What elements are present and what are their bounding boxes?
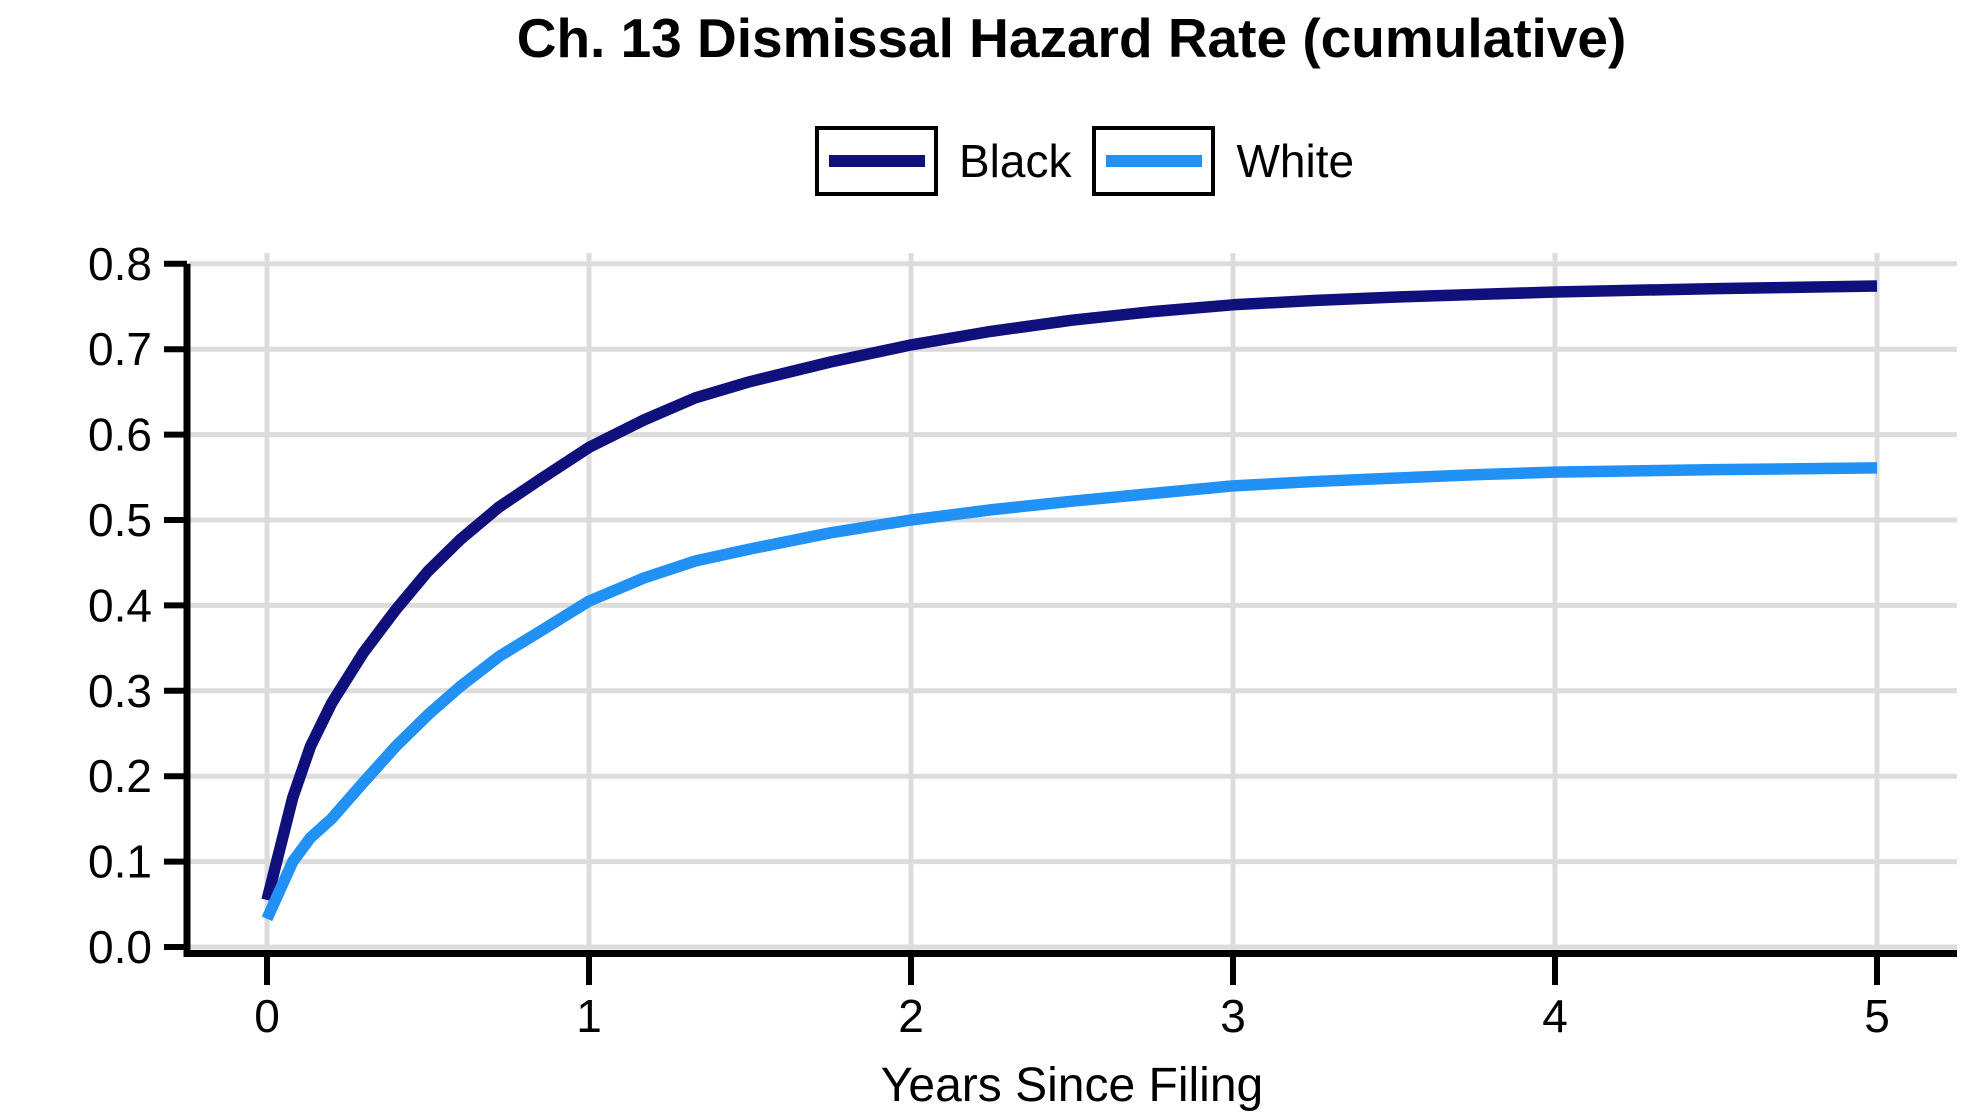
x-tick-label: 1 [576, 990, 602, 1042]
y-tick-label: 0.2 [88, 750, 152, 802]
legend-swatch-black [828, 155, 925, 167]
y-tick-label: 0.5 [88, 494, 152, 546]
x-axis-title: Years Since Filing [880, 1059, 1264, 1112]
x-tick-label: 2 [898, 990, 924, 1042]
series-line-white [261, 462, 1878, 922]
y-tick-label: 0.6 [88, 409, 152, 461]
chart-title: Ch. 13 Dismissal Hazard Rate (cumulative… [516, 7, 1627, 69]
y-tick-label: 0.3 [88, 665, 152, 717]
legend: Black White [815, 126, 1354, 196]
legend-key-white [1092, 126, 1216, 196]
y-tick-label: 0.1 [88, 836, 152, 888]
y-tick-label: 0.8 [88, 238, 152, 290]
x-tick-label: 0 [254, 990, 280, 1042]
legend-swatch-white [1105, 155, 1202, 167]
legend-key-black [815, 126, 938, 196]
y-tick-label: 0.4 [88, 579, 152, 631]
series-line-black [261, 280, 1878, 902]
legend-label-white: White [1236, 135, 1355, 187]
x-tick-label: 4 [1542, 990, 1568, 1042]
y-tick-label: 0.7 [88, 323, 152, 375]
legend-label-black: Black [959, 135, 1072, 187]
y-tick-label: 0.0 [88, 921, 152, 973]
x-tick-label: 5 [1864, 990, 1890, 1042]
x-tick-label: 3 [1220, 990, 1246, 1042]
